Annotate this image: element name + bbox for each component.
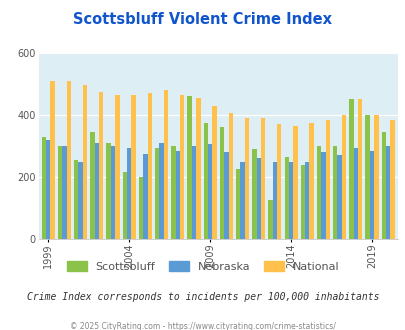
Bar <box>50 81 55 239</box>
Bar <box>106 143 111 239</box>
Bar <box>348 99 353 239</box>
Bar <box>272 162 276 239</box>
Bar <box>159 143 163 239</box>
Bar <box>385 146 389 239</box>
Bar <box>62 146 66 239</box>
Bar <box>300 165 304 239</box>
Bar <box>187 96 191 239</box>
Bar <box>284 157 288 239</box>
Bar <box>163 90 168 239</box>
Bar <box>212 106 216 239</box>
Bar <box>207 145 212 239</box>
Bar <box>111 146 115 239</box>
Bar <box>244 118 248 239</box>
Bar <box>83 85 87 239</box>
Text: Crime Index corresponds to incidents per 100,000 inhabitants: Crime Index corresponds to incidents per… <box>27 292 378 302</box>
Bar <box>256 158 260 239</box>
Bar <box>309 123 313 239</box>
Bar <box>224 152 228 239</box>
Bar <box>373 115 377 239</box>
Bar <box>196 98 200 239</box>
Bar <box>260 118 264 239</box>
Bar <box>131 95 135 239</box>
Bar <box>381 132 385 239</box>
Legend: Scottsbluff, Nebraska, National: Scottsbluff, Nebraska, National <box>63 258 342 275</box>
Bar <box>357 99 361 239</box>
Bar <box>66 81 71 239</box>
Bar <box>179 95 184 239</box>
Bar <box>219 127 224 239</box>
Bar <box>228 114 232 239</box>
Bar <box>288 162 292 239</box>
Bar <box>99 92 103 239</box>
Bar <box>42 137 46 239</box>
Bar <box>364 115 369 239</box>
Bar <box>94 143 99 239</box>
Bar <box>389 119 394 239</box>
Bar <box>325 119 329 239</box>
Bar <box>46 140 50 239</box>
Bar <box>155 148 159 239</box>
Text: Scottsbluff Violent Crime Index: Scottsbluff Violent Crime Index <box>73 12 332 26</box>
Bar <box>304 162 309 239</box>
Bar <box>337 155 341 239</box>
Bar <box>320 152 325 239</box>
Bar <box>292 126 297 239</box>
Bar <box>353 148 357 239</box>
Bar <box>369 151 373 239</box>
Bar <box>341 115 345 239</box>
Bar <box>115 95 119 239</box>
Bar <box>252 149 256 239</box>
Bar <box>139 177 143 239</box>
Bar <box>316 146 320 239</box>
Bar <box>58 146 62 239</box>
Bar <box>175 151 179 239</box>
Bar <box>171 146 175 239</box>
Bar <box>90 132 94 239</box>
Bar <box>143 154 147 239</box>
Text: © 2025 CityRating.com - https://www.cityrating.com/crime-statistics/: © 2025 CityRating.com - https://www.city… <box>70 322 335 330</box>
Bar <box>276 124 281 239</box>
Bar <box>122 173 127 239</box>
Bar <box>74 160 78 239</box>
Bar <box>127 148 131 239</box>
Bar <box>203 123 207 239</box>
Bar <box>147 93 151 239</box>
Bar <box>240 162 244 239</box>
Bar <box>235 169 240 239</box>
Bar <box>191 146 196 239</box>
Bar <box>268 200 272 239</box>
Bar <box>78 162 83 239</box>
Bar <box>332 146 337 239</box>
